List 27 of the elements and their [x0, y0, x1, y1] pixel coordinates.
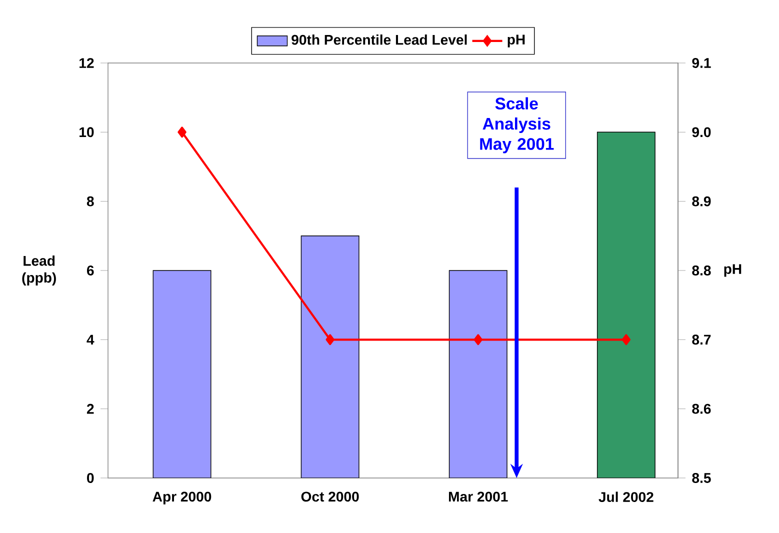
x-tick-label: Jul 2002 [598, 492, 654, 502]
y2-tick-label: 8.5 [692, 473, 711, 483]
x-tick-label: Oct 2000 [301, 492, 359, 502]
annotation: Scale Analysis May 2001 [480, 97, 554, 154]
y2-tick-label: 9.1 [692, 58, 711, 68]
y-tick-label: 10 [80, 127, 94, 138]
bar [152, 270, 212, 478]
legend-label: pH [508, 34, 525, 48]
y2-tick-label: 8.9 [692, 196, 711, 206]
y-tick-label: 8 [86, 196, 94, 206]
y-tick-label: 0 [87, 473, 94, 483]
y-axis-title: Lead (ppb) [22, 255, 56, 286]
x-tick-label: Apr 2000 [152, 492, 212, 504]
y2-axis-title: pH [724, 264, 742, 277]
y2-tick-label: 8.8 [692, 266, 711, 276]
y-tick-label: 6 [87, 266, 94, 276]
y2-tick-label: 8.7 [692, 334, 711, 345]
x-tick-label: Mar 2001 [448, 492, 508, 502]
bar [596, 132, 656, 478]
bar [448, 270, 508, 478]
y2-tick-label: 8.6 [692, 404, 711, 414]
bar [300, 236, 360, 478]
legend-label: 90th Percentile Lead Level [292, 34, 467, 45]
y-tick-label: 4 [86, 334, 94, 344]
y2-tick-label: 9.0 [692, 127, 711, 138]
y-tick-label: 2 [86, 404, 94, 414]
y-tick-label: 12 [80, 58, 94, 68]
